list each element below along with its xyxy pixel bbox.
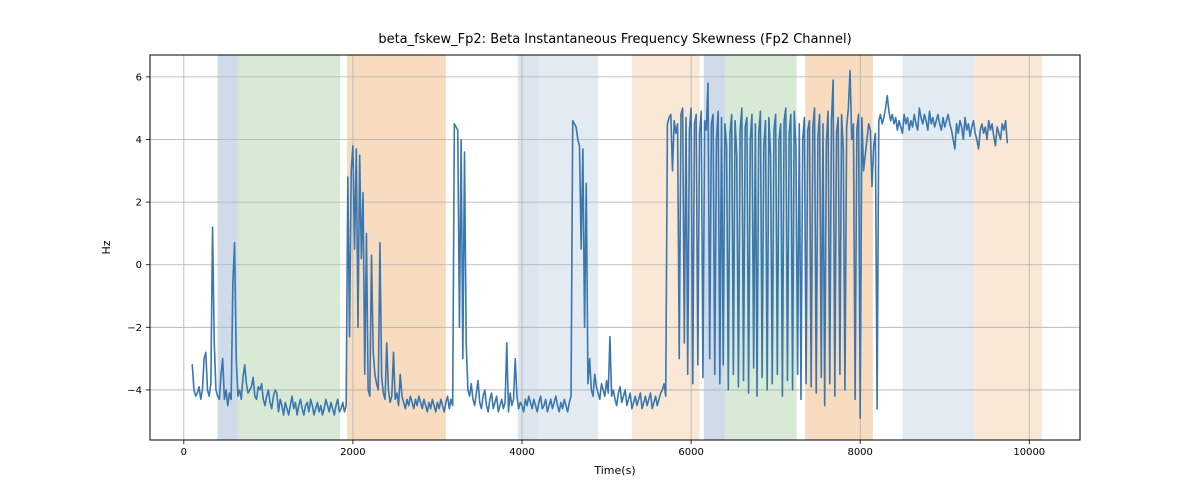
x-tick-label: 10000 xyxy=(1013,447,1045,458)
chart-title: beta_fskew_Fp2: Beta Instantaneous Frequ… xyxy=(378,32,851,47)
line-chart: 0 2000 4000 6000 8000 10000 −4 −2 0 2 4 6 Time(s) Hz b… xyxy=(0,0,1200,500)
band xyxy=(974,55,1042,440)
y-tick-label: −2 xyxy=(127,323,142,334)
chart-container: 0 2000 4000 6000 8000 10000 −4 −2 0 2 4 6 Time(s) Hz b… xyxy=(0,0,1200,500)
y-tick-label: 0 xyxy=(136,260,142,271)
band xyxy=(902,55,974,440)
x-tick-label: 6000 xyxy=(678,447,703,458)
x-tick-label: 2000 xyxy=(340,447,365,458)
band xyxy=(539,55,598,440)
x-tick-label: 8000 xyxy=(847,447,872,458)
y-axis-label: Hz xyxy=(100,240,113,254)
x-tick-label: 4000 xyxy=(509,447,534,458)
y-tick-label: −4 xyxy=(127,385,142,396)
band xyxy=(518,55,539,440)
x-tick-label: 0 xyxy=(181,447,187,458)
x-axis-label: Time(s) xyxy=(593,464,635,477)
y-tick-label: 2 xyxy=(136,198,142,209)
y-tick-label: 4 xyxy=(136,135,142,146)
y-tick-label: 6 xyxy=(136,72,142,83)
